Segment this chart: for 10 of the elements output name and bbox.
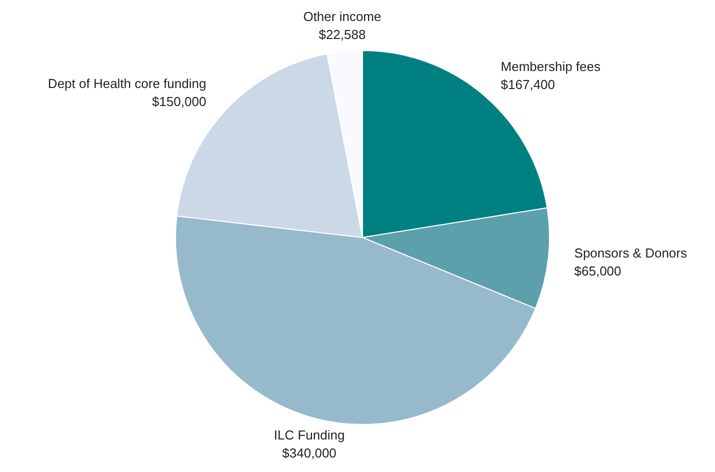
slice-label: Sponsors & Donors	[574, 245, 688, 260]
slice-label: Dept of Health core funding	[48, 76, 206, 92]
data-label: $340,000	[282, 445, 336, 460]
data-label: $167,400	[500, 76, 556, 92]
data-label: $150,000	[152, 94, 206, 110]
slice-label: Membership fees	[500, 58, 602, 74]
slice-label: Other income	[303, 8, 382, 24]
data-label: $65,000	[574, 263, 622, 278]
slice-label: ILC Funding	[274, 427, 345, 442]
data-label: $22,588	[318, 26, 366, 42]
